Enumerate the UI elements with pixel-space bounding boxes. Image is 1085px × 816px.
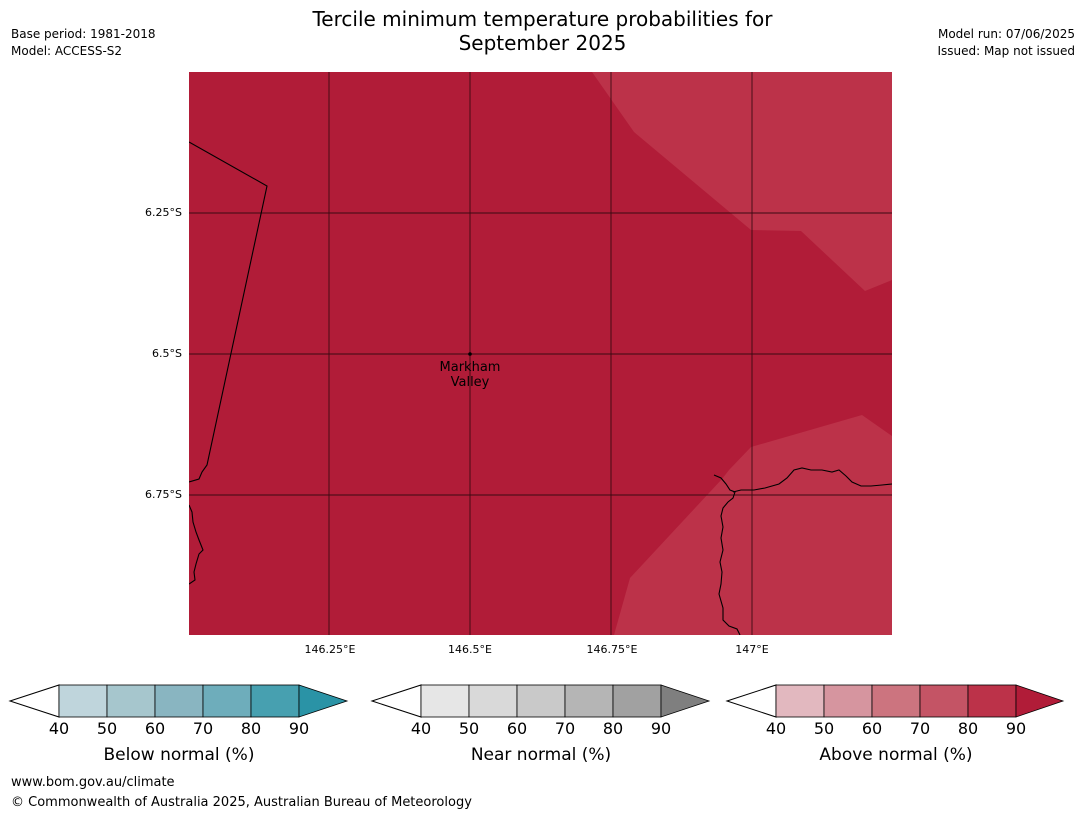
legend-near-title: Near normal (%) bbox=[470, 745, 612, 765]
legend-above-swatch-1 bbox=[775, 684, 825, 718]
legend-above-swatch-4 bbox=[919, 684, 969, 718]
model-name: Model: ACCESS-S2 bbox=[11, 44, 123, 58]
legend-above-swatch-3 bbox=[871, 684, 921, 718]
legend-below-title: Below normal (%) bbox=[103, 745, 255, 765]
map-title: Tercile minimum temperature probabilitie… bbox=[0, 7, 1085, 55]
legend-below-tick: 60 bbox=[144, 719, 166, 738]
legend-above-tick: 60 bbox=[861, 719, 883, 738]
legend-bars bbox=[8, 684, 1065, 718]
issued-status: Issued: Map not issued bbox=[937, 44, 1075, 58]
legend-below-tick: 70 bbox=[192, 719, 214, 738]
meta-left: Base period: 1981-2018 Model: ACCESS-S2 bbox=[11, 26, 156, 60]
legend-below-tick: 40 bbox=[48, 719, 70, 738]
legend-below-tick: 80 bbox=[240, 719, 262, 738]
legend-near-tick: 60 bbox=[506, 719, 528, 738]
model-run: Model run: 07/06/2025 bbox=[937, 27, 1075, 41]
map-title-line2: September 2025 bbox=[458, 31, 627, 55]
lon-label-1: 146.25°E bbox=[304, 643, 356, 656]
base-period: Base period: 1981-2018 bbox=[11, 27, 156, 41]
legend-above-tick: 80 bbox=[957, 719, 979, 738]
legend-near-swatch-3 bbox=[516, 684, 566, 718]
legend-below-arrow bbox=[298, 684, 349, 718]
legend-near-normal bbox=[370, 684, 711, 718]
footer-copyright: © Commonwealth of Australia 2025, Austra… bbox=[11, 795, 472, 810]
legend-near-swatch-2 bbox=[468, 684, 518, 718]
legend-above-tick: 90 bbox=[1005, 719, 1027, 738]
meta-right: Model run: 07/06/2025 Issued: Map not is… bbox=[937, 26, 1075, 60]
legend-above-swatch-2 bbox=[823, 684, 873, 718]
map-canvas[interactable] bbox=[189, 72, 892, 635]
legend-below-normal bbox=[8, 684, 349, 718]
legend-below-swatch-4 bbox=[202, 684, 252, 718]
legend-near-tick: 90 bbox=[650, 719, 672, 738]
probability-region-lower-ne bbox=[592, 72, 892, 291]
legend-near-tick: 40 bbox=[410, 719, 432, 738]
legend-near-arrow bbox=[660, 684, 711, 718]
legend-above-tick: 50 bbox=[813, 719, 835, 738]
legend-above-arrow bbox=[1015, 684, 1065, 718]
map-title-line1: Tercile minimum temperature probabilitie… bbox=[312, 7, 773, 31]
legend-near-tick: 80 bbox=[602, 719, 624, 738]
legend-above-normal bbox=[725, 684, 1065, 718]
place-marker[interactable] bbox=[468, 352, 472, 356]
legend-below-tick: 90 bbox=[288, 719, 310, 738]
coastlines bbox=[189, 141, 892, 635]
lon-label-4: 147°E bbox=[735, 643, 769, 656]
lon-label-3: 146.75°E bbox=[586, 643, 638, 656]
legend-above-tick: 70 bbox=[909, 719, 931, 738]
place-label: Markham Valley bbox=[420, 360, 520, 390]
place-label-line2: Valley bbox=[450, 375, 490, 390]
legend-below-swatch-1 bbox=[58, 684, 108, 718]
legend-near-tick: 50 bbox=[458, 719, 480, 738]
legend-below-swatch-5 bbox=[250, 684, 300, 718]
footer-url[interactable]: www.bom.gov.au/climate bbox=[11, 775, 175, 790]
legend-above-swatch-5 bbox=[967, 684, 1017, 718]
legend-above-tick: 40 bbox=[765, 719, 787, 738]
lat-label-2: 6.5°S bbox=[152, 347, 182, 360]
legend-below-tick: 50 bbox=[96, 719, 118, 738]
legend-near-swatch-4 bbox=[564, 684, 614, 718]
legend-near-swatch-1 bbox=[420, 684, 470, 718]
legend-near-tick: 70 bbox=[554, 719, 576, 738]
legend-below-swatch-2 bbox=[106, 684, 156, 718]
lat-label-1: 6.25°S bbox=[145, 206, 182, 219]
place-label-line1: Markham bbox=[439, 360, 501, 375]
map-area[interactable] bbox=[189, 72, 892, 635]
legend-below-swatch-3 bbox=[154, 684, 204, 718]
legend-near-swatch-5 bbox=[612, 684, 662, 718]
legend-above-title: Above normal (%) bbox=[819, 745, 973, 765]
lon-label-2: 146.5°E bbox=[448, 643, 492, 656]
lat-label-3: 6.75°S bbox=[145, 488, 182, 501]
